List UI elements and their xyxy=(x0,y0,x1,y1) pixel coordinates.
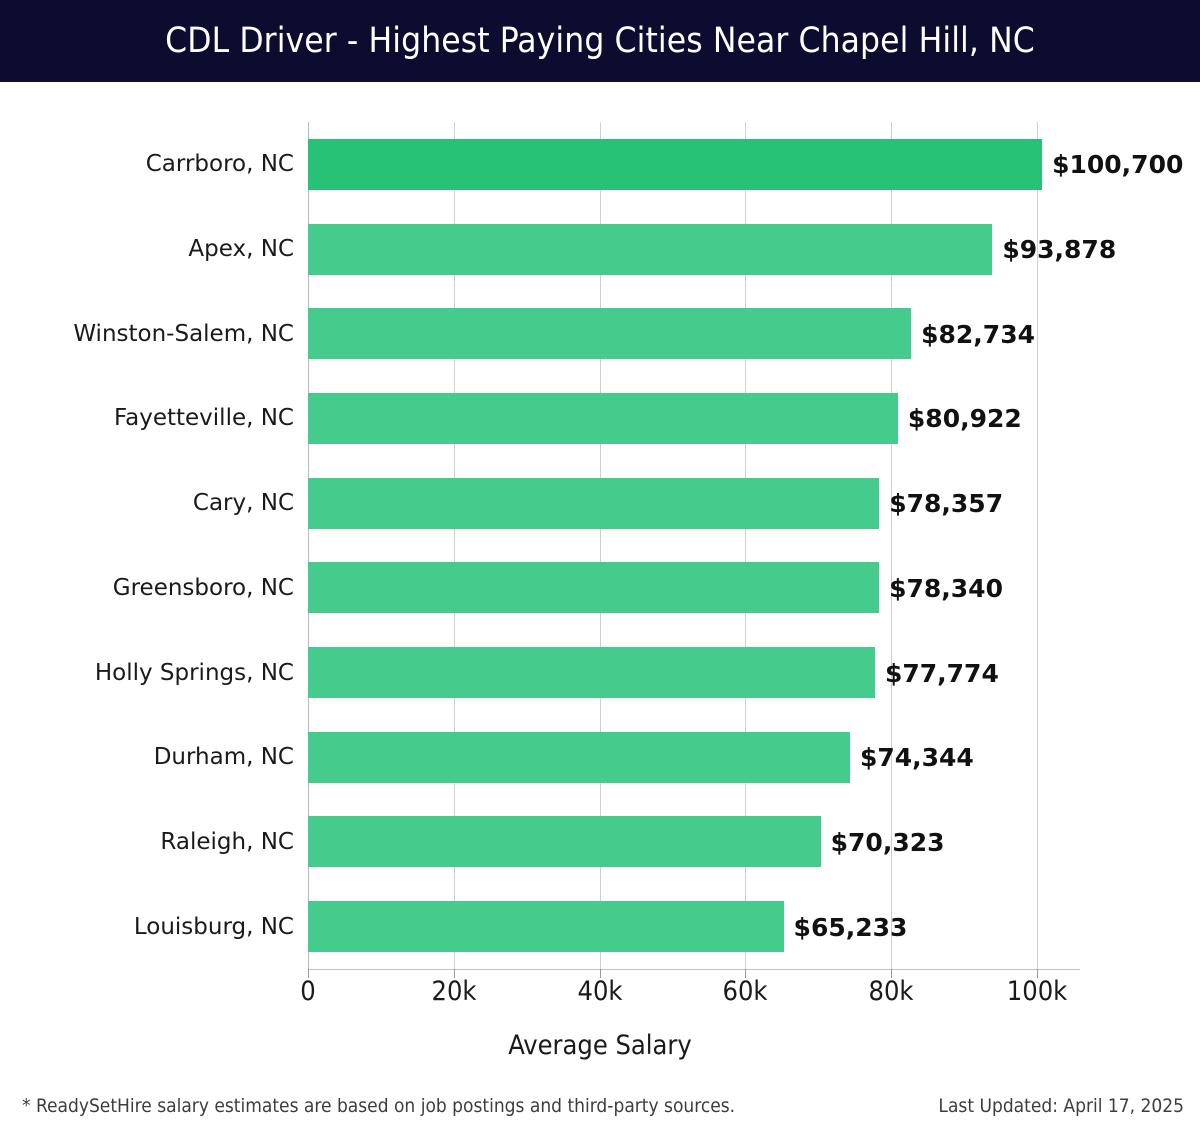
footer-disclaimer: * ReadySetHire salary estimates are base… xyxy=(22,1095,736,1117)
gridline-100k xyxy=(1037,122,1038,969)
category-label: Winston-Salem, NC xyxy=(73,320,294,347)
value-label: $70,323 xyxy=(830,827,945,857)
bar xyxy=(308,647,875,699)
gridline-80k xyxy=(891,122,892,969)
bar xyxy=(308,392,898,444)
category-label: Holly Springs, NC xyxy=(94,659,294,686)
x-axis-title: Average Salary xyxy=(508,1030,692,1061)
page-title: CDL Driver - Highest Paying Cities Near … xyxy=(165,20,1035,61)
category-label: Carrboro, NC xyxy=(145,151,294,178)
category-label: Greensboro, NC xyxy=(112,574,294,601)
x-axis-line xyxy=(308,969,1080,970)
value-label: $80,922 xyxy=(907,404,1022,434)
tick-mark-20k xyxy=(454,969,455,978)
category-label: Fayetteville, NC xyxy=(114,405,294,432)
value-label: $77,774 xyxy=(884,658,999,688)
value-label: $74,344 xyxy=(859,743,974,773)
category-label: Louisburg, NC xyxy=(133,913,294,940)
category-label: Raleigh, NC xyxy=(160,828,294,855)
x-tick-label: 40k xyxy=(577,976,623,1007)
x-tick-label: 100k xyxy=(1006,976,1068,1007)
value-label: $93,878 xyxy=(1002,235,1117,265)
x-tick-label: 80k xyxy=(868,976,914,1007)
gridline-40k xyxy=(600,122,601,969)
value-label: $100,700 xyxy=(1052,150,1184,180)
value-label: $78,357 xyxy=(889,489,1004,519)
tick-mark-100k xyxy=(1037,969,1038,978)
tick-mark-0 xyxy=(308,969,309,978)
value-label: $65,233 xyxy=(793,912,908,942)
value-label: $78,340 xyxy=(889,573,1003,603)
tick-mark-80k xyxy=(891,969,892,978)
bar xyxy=(308,308,912,360)
gridline-0 xyxy=(308,122,309,969)
bar xyxy=(308,816,821,868)
category-label: Cary, NC xyxy=(192,490,294,517)
gridline-60k xyxy=(745,122,746,969)
bar xyxy=(308,223,993,275)
x-tick-label: 20k xyxy=(431,976,477,1007)
category-label: Durham, NC xyxy=(153,744,294,771)
bar xyxy=(308,731,850,783)
tick-mark-60k xyxy=(745,969,746,978)
tick-mark-40k xyxy=(600,969,601,978)
footer-last-updated: Last Updated: April 17, 2025 xyxy=(938,1095,1184,1117)
bar xyxy=(308,562,880,614)
bar xyxy=(308,477,880,529)
x-tick-label: 60k xyxy=(722,976,768,1007)
bar xyxy=(308,138,1043,190)
category-label: Apex, NC xyxy=(188,236,294,263)
bar xyxy=(308,901,784,953)
x-tick-label: 0 xyxy=(300,976,316,1007)
gridline-20k xyxy=(454,122,455,969)
title-bar: CDL Driver - Highest Paying Cities Near … xyxy=(0,0,1200,82)
value-label: $82,734 xyxy=(921,319,1035,349)
